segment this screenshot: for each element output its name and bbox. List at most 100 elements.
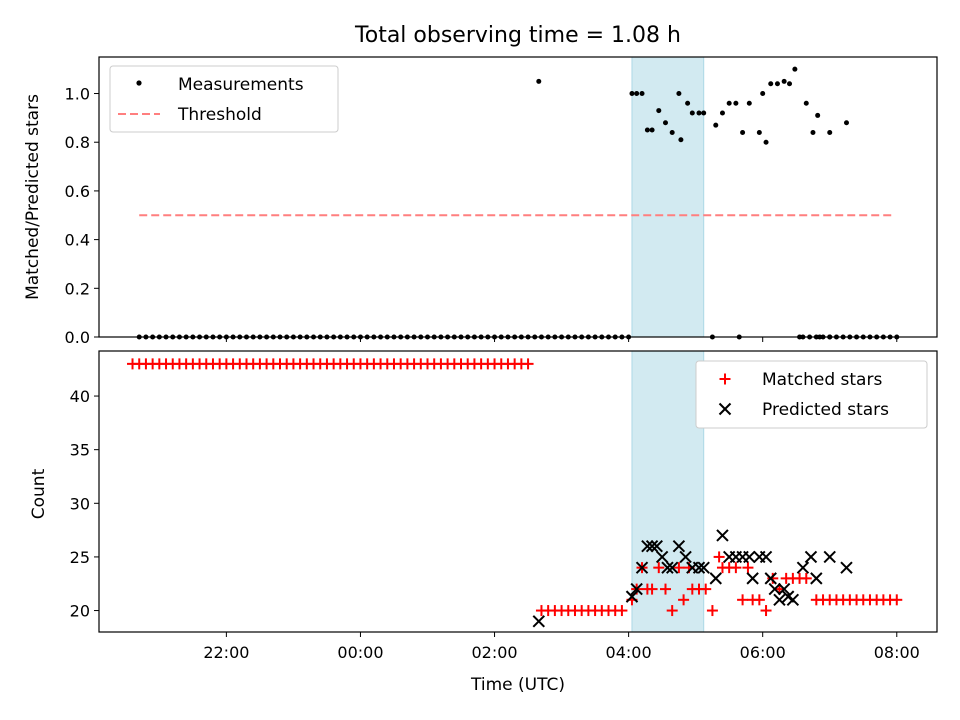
- top-y-tick-label: 0.4: [65, 231, 90, 250]
- predicted-star-point-b: [661, 561, 674, 574]
- matched-star-point: [666, 605, 678, 617]
- predicted-star-point: [697, 561, 710, 574]
- legend-plus: [719, 373, 731, 385]
- predicted-star-point: [532, 615, 545, 628]
- matched-star-point: [767, 572, 779, 584]
- bottom-panel: 22:00 00:00 02:00 04:00 06:00 08:00 20 25 30 35 40…: [29, 350, 938, 695]
- predicted-star-point: [759, 550, 773, 564]
- predicted-star-point-b: [773, 593, 786, 607]
- measurement-point: [726, 100, 732, 106]
- top-y-tick-label: 1.0: [65, 85, 90, 104]
- matched-star-point: [678, 594, 690, 606]
- top-y-tick-label: 0.6: [65, 182, 90, 201]
- matched-star-point: [737, 594, 749, 606]
- top-y-axis-label: Matched/Predicted stars: [23, 94, 43, 300]
- matched-star-point: [659, 583, 671, 595]
- predicted-star-point: [650, 539, 663, 553]
- bottom-y-tick-label: 40: [70, 387, 90, 406]
- matched-star-point: [713, 551, 725, 563]
- matched-star-point: [646, 583, 658, 595]
- bottom-x-tick-label: 08:00: [874, 643, 920, 662]
- measurement-point: [678, 137, 684, 143]
- top-axes-frame: [98, 56, 938, 338]
- legend-predicted-marker: [718, 402, 732, 416]
- predicted-star-point-b: [650, 539, 663, 553]
- bottom-y-tick-label: 35: [70, 441, 90, 460]
- predicted-star-point: [672, 539, 686, 553]
- bottom-y-axis-label: Count: [29, 468, 49, 519]
- legend-cross-b: [718, 402, 732, 416]
- matched-star-point: [616, 605, 628, 617]
- predicted-star-point: [743, 550, 756, 564]
- measurement-point: [768, 81, 774, 87]
- measurement-point: [733, 100, 739, 106]
- predicted-star-point: [796, 561, 810, 574]
- predicted-star-point: [773, 593, 786, 607]
- predicted-star-point: [764, 572, 777, 585]
- predicted-star-point: [823, 550, 836, 564]
- legend-matched-label: Matched stars: [762, 370, 882, 390]
- measurement-point: [685, 100, 691, 106]
- bottom-x-tick-label: 06:00: [740, 643, 786, 662]
- predicted-star-point: [641, 539, 654, 553]
- bottom-series-layer: [127, 358, 903, 628]
- measurement-point: [536, 78, 542, 84]
- predicted-star-point-b: [764, 572, 777, 585]
- predicted-star-point-b: [635, 561, 649, 574]
- bottom-axes-frame: [98, 350, 938, 633]
- bottom-y-tick-label: 25: [70, 548, 90, 567]
- predicted-star-point: [786, 593, 800, 607]
- matched-star-point: [653, 562, 665, 574]
- measurement-point: [669, 129, 675, 135]
- predicted-star-point: [625, 590, 639, 603]
- top-legend-box: [109, 65, 339, 133]
- predicted-star-point-b: [786, 593, 800, 607]
- measurement-point: [634, 91, 640, 97]
- predicted-star-point-b: [672, 539, 686, 553]
- top-y-tick-label: 0.0: [65, 328, 90, 347]
- measurement-point: [656, 108, 662, 114]
- predicted-star-point: [840, 561, 853, 574]
- measurement-point: [760, 91, 766, 97]
- predicted-star-point: [692, 561, 706, 574]
- matched-star-point: [730, 562, 742, 574]
- matched-star-point: [673, 562, 685, 574]
- measurement-point: [756, 129, 762, 135]
- predicted-star-point: [804, 550, 818, 564]
- predicted-star-point-b: [810, 572, 823, 585]
- predicted-star-point-b: [692, 561, 706, 574]
- measurement-point: [629, 91, 635, 97]
- measurement-point: [689, 110, 695, 116]
- measurement-point: [815, 112, 821, 118]
- measurement-point: [763, 139, 769, 145]
- measurement-point: [787, 81, 793, 87]
- bottom-x-tick-label: 04:00: [606, 643, 652, 662]
- predicted-star-point: [630, 582, 643, 596]
- matched-star-point: [753, 594, 765, 606]
- predicted-star-point-b: [641, 539, 654, 553]
- bottom-y-tick-label: 30: [70, 494, 90, 513]
- measurement-point: [649, 127, 655, 133]
- predicted-star-point-b: [759, 550, 773, 564]
- measurement-point: [803, 100, 809, 106]
- top-legend: Measurements Threshold: [109, 65, 339, 133]
- top-y-tick-label: 0.8: [65, 133, 90, 152]
- predicted-star-point-b: [532, 615, 545, 628]
- predicted-star-point-b: [716, 529, 729, 542]
- measurement-point: [746, 100, 752, 106]
- measurement-point: [781, 78, 787, 84]
- predicted-star-point-b: [697, 561, 710, 574]
- matched-star-point: [522, 358, 534, 370]
- measurement-point: [662, 120, 668, 126]
- predicted-star-point: [645, 539, 659, 553]
- top-ticks: 0.0 0.2 0.4 0.6 0.8 1.0: [65, 85, 898, 347]
- matched-star-point: [700, 583, 712, 595]
- predicted-star-point-b: [823, 550, 836, 564]
- predicted-star-point-b: [781, 590, 795, 603]
- measurement-point: [719, 110, 725, 116]
- bottom-y-tick-label: 20: [70, 602, 90, 621]
- measurement-point: [843, 120, 849, 126]
- predicted-star-point: [655, 550, 669, 564]
- predicted-star-point: [661, 561, 674, 574]
- top-y-tick-label: 0.2: [65, 279, 90, 298]
